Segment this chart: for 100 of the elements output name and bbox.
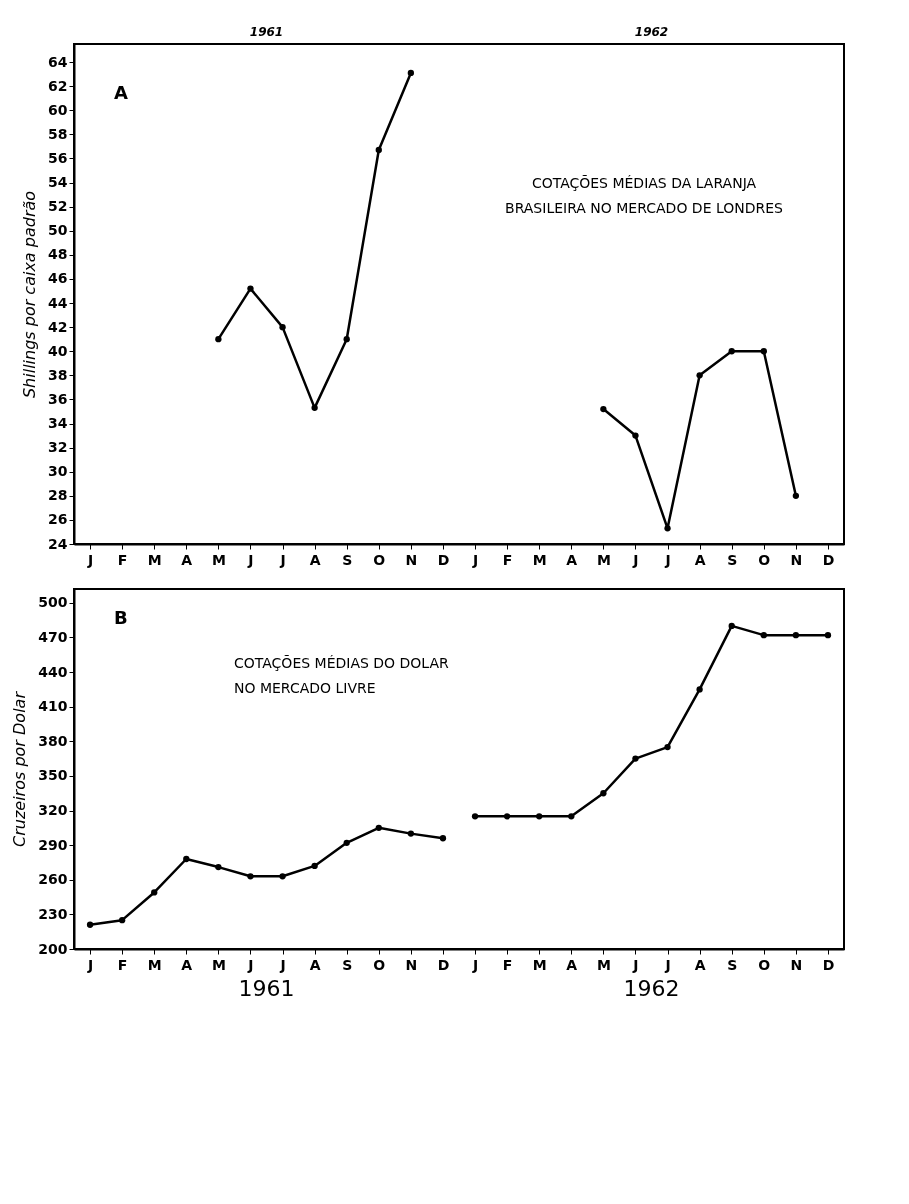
x-tick-label: M: [147, 956, 162, 973]
y-tick-label: 52: [48, 198, 68, 215]
y-axis-title: Shillings por caixa padrão: [20, 190, 40, 399]
x-tick-label: A: [309, 551, 321, 568]
y-tick-label: 38: [48, 366, 68, 383]
x-tick-label: A: [181, 551, 193, 568]
point: [247, 285, 254, 292]
y-tick-label: 50: [48, 222, 68, 239]
point: [728, 622, 735, 630]
text: 1961: [238, 976, 295, 1001]
point: [279, 323, 286, 331]
y-tick-label: 28: [48, 487, 68, 504]
x-tick-label: S: [727, 551, 738, 568]
y-tick-label: 60: [48, 101, 68, 118]
x-tick-label: O: [373, 956, 386, 973]
annotation: NO MERCADO LIVRE: [234, 680, 376, 696]
x-tick-label: J: [86, 551, 94, 568]
point: [407, 830, 415, 837]
x-tick-label: A: [309, 956, 321, 973]
y-tick-label: 40: [48, 342, 68, 359]
y-tick-label: 46: [48, 270, 68, 287]
text: 1962: [634, 25, 669, 39]
y-tick-label: 410: [38, 698, 68, 715]
x-tick-label: J: [247, 551, 254, 568]
x-tick-label: J: [279, 956, 286, 973]
y-tick-label: 260: [38, 871, 68, 888]
point: [760, 348, 767, 355]
x-tick-label: J: [86, 956, 94, 973]
point: [215, 863, 222, 871]
y-tick-label: 58: [48, 125, 68, 142]
point: [311, 862, 318, 870]
x-tick-label: J: [279, 551, 286, 568]
x-tick-label: S: [727, 956, 738, 973]
point: [247, 873, 254, 880]
point: [568, 813, 575, 820]
y-tick-label: 290: [38, 836, 68, 853]
x-tick-label: N: [790, 956, 803, 973]
x-tick-label: M: [596, 551, 611, 568]
point: [600, 790, 607, 797]
x-tick-label: A: [566, 956, 578, 973]
point: [375, 824, 382, 831]
point: [536, 813, 543, 820]
x-tick-label: A: [694, 956, 706, 973]
y-tick-label: 470: [38, 628, 68, 645]
y-tick-label: 26: [48, 511, 68, 528]
x-tick-label: A: [566, 551, 578, 568]
point: [664, 743, 671, 751]
x-tick-label: F: [502, 551, 513, 568]
point: [664, 525, 671, 532]
point: [183, 855, 190, 863]
x-tick-label: O: [373, 551, 386, 568]
x-tick-label: J: [247, 956, 254, 973]
y-tick-label: 36: [48, 390, 68, 407]
point: [118, 917, 126, 924]
x-tick-label: D: [437, 956, 450, 973]
y-tick-label: 320: [38, 802, 68, 819]
point: [503, 813, 511, 820]
y-tick-label: 48: [48, 246, 68, 263]
annotation: A: [114, 82, 128, 103]
point: [632, 755, 639, 762]
y-tick-label: 230: [38, 905, 68, 922]
annotation: BRASILEIRA NO MERCADO DE LONDRES: [505, 200, 784, 216]
point: [632, 432, 639, 439]
point: [86, 921, 94, 928]
x-tick-label: D: [822, 956, 835, 973]
point: [343, 839, 350, 846]
x-tick-label: O: [758, 551, 771, 568]
point: [439, 835, 447, 842]
point: [792, 492, 800, 499]
point: [696, 372, 703, 379]
x-tick-label: M: [147, 551, 162, 568]
y-tick-label: 64: [48, 53, 68, 70]
x-tick-label: M: [211, 956, 226, 973]
annotation: COTAÇÕES MÉDIAS DA LARANJA: [531, 175, 757, 191]
y-tick-label: 42: [48, 318, 68, 335]
y-tick-label: 440: [38, 663, 68, 680]
x-tick-label: J: [664, 551, 671, 568]
x-tick-label: J: [471, 956, 479, 973]
y-tick-label: 54: [48, 174, 68, 191]
point: [215, 336, 222, 343]
annotation: COTAÇÕES MÉDIAS DO DOLAR: [234, 655, 450, 671]
text: 1962: [623, 976, 680, 1001]
point: [728, 348, 735, 355]
x-tick-label: J: [632, 956, 639, 973]
y-tick-label: 62: [48, 77, 68, 94]
point: [792, 632, 800, 639]
x-tick-label: J: [664, 956, 671, 973]
x-tick-label: M: [532, 551, 547, 568]
x-tick-label: M: [211, 551, 226, 568]
x-tick-label: J: [632, 551, 639, 568]
y-tick-label: 32: [48, 439, 68, 456]
y-tick-label: 24: [48, 535, 68, 552]
y-tick-label: 34: [48, 415, 68, 432]
y-tick-label: 200: [38, 940, 68, 957]
y-axis-title: Cruzeiros por Dolar: [10, 690, 30, 847]
x-tick-label: M: [596, 956, 611, 973]
x-tick-label: N: [790, 551, 803, 568]
annotation: B: [114, 607, 128, 628]
point: [151, 889, 158, 896]
x-tick-label: N: [405, 956, 418, 973]
